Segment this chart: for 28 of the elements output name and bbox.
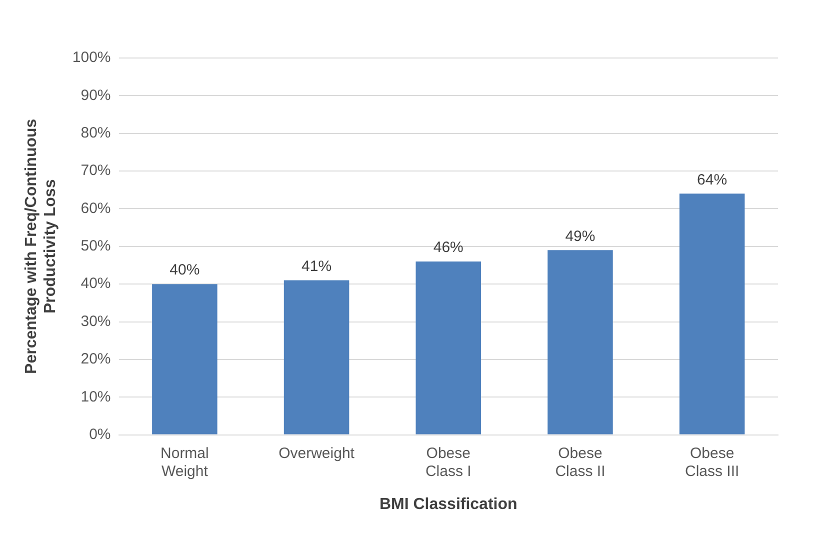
bar: [548, 250, 613, 434]
x-tick-label: Overweight: [278, 444, 356, 462]
y-tick-label: 100%: [72, 49, 111, 66]
y-tick-label: 20%: [80, 350, 111, 368]
data-label: 40%: [170, 262, 200, 279]
bar: [679, 194, 745, 434]
y-tick-label: 10%: [80, 388, 111, 406]
y-axis-title: Percentage with Freq/Continuous Productivity Loss: [23, 118, 60, 374]
x-tick-label: Normal Weight: [160, 444, 209, 480]
y-tick-label: 0%: [89, 426, 111, 443]
y-tick-label: 90%: [80, 86, 111, 104]
data-label: 41%: [302, 258, 332, 275]
y-tick-label: 40%: [80, 275, 111, 292]
y-tick-label: 30%: [80, 312, 111, 330]
data-label: 64%: [697, 171, 728, 188]
y-tick-label: 80%: [80, 124, 111, 142]
bar: [284, 280, 350, 434]
y-tick-label: 70%: [80, 162, 111, 180]
y-tick-label: 50%: [80, 238, 111, 255]
data-label: 49%: [565, 228, 596, 245]
x-tick-label: Obese Class III: [684, 444, 740, 480]
y-tick-label: 60%: [80, 200, 111, 217]
x-tick-label: Obese Class I: [425, 444, 472, 480]
bar: [416, 261, 482, 434]
data-label: 46%: [433, 239, 464, 256]
bar: [152, 284, 218, 434]
x-axis-title: BMI Classification: [379, 496, 518, 513]
x-tick-label: Obese Class II: [555, 444, 606, 480]
